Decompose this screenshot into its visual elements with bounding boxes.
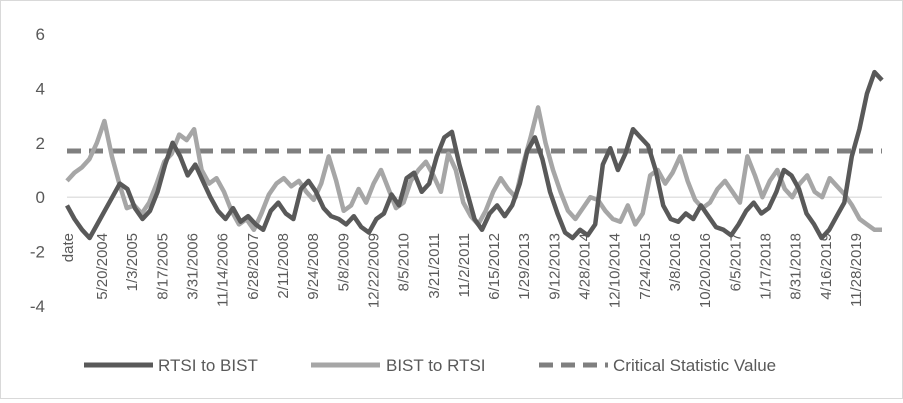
- x-tick-label: 6/5/2017: [727, 233, 744, 291]
- x-tick-label: 8/17/2005: [154, 233, 171, 300]
- y-tick-label: 6: [36, 25, 45, 44]
- x-tick-label: 11/14/2006: [215, 233, 232, 307]
- y-tick-label: -2: [30, 243, 45, 262]
- legend-label: Critical Statistic Value: [613, 356, 776, 375]
- series-line-rtsi-to-bist: [65, 69, 884, 241]
- x-tick-label: 9/24/2008: [305, 233, 322, 300]
- legend: RTSI to BIST BIST to RTSI Critical Statist…: [84, 356, 776, 375]
- x-tick-label: 10/20/2016: [697, 233, 714, 308]
- y-tick-label: -4: [30, 297, 45, 316]
- x-tick-label: 6/28/2007: [245, 233, 262, 300]
- x-tick-label: 3/21/2011: [426, 233, 443, 299]
- y-axis: -4 -2 0 2 4 6: [30, 25, 45, 316]
- x-tick-label: 1/17/2018: [758, 233, 775, 300]
- x-tick-label: 2/11/2008: [275, 233, 292, 299]
- x-tick-label: 12/10/2014: [607, 233, 624, 308]
- x-tick-label: 11/2/2011: [456, 233, 473, 298]
- x-tick-label: 9/12/2013: [546, 233, 563, 300]
- x-tick-label: 7/24/2015: [637, 233, 654, 300]
- x-tick-label: 5/20/2004: [94, 233, 111, 300]
- x-tick-label: 1/29/2013: [516, 233, 533, 300]
- x-tick-label: 12/22/2009: [365, 233, 382, 308]
- x-tick-label: 3/8/2016: [667, 233, 684, 291]
- legend-label: BIST to RTSI: [386, 356, 486, 375]
- x-tick-label: 4/28/2014: [577, 233, 594, 300]
- x-tick-label: 1/3/2005: [124, 233, 141, 291]
- y-tick-label: 2: [36, 134, 45, 153]
- y-tick-label: 0: [36, 188, 45, 207]
- x-axis: date 5/20/2004 1/3/2005 8/17/2005 3/31/2006 1…: [60, 233, 865, 308]
- y-tick-label: 4: [36, 79, 45, 98]
- x-tick-label: 11/28/2019: [848, 233, 865, 307]
- x-tick-label-first: date: [60, 233, 77, 262]
- x-tick-label: 3/31/2006: [185, 233, 202, 300]
- x-tick-label: 6/15/2012: [486, 233, 503, 300]
- x-tick-label: 4/16/2019: [818, 233, 835, 300]
- legend-label: RTSI to BIST: [158, 356, 258, 375]
- x-tick-label: 8/5/2010: [396, 233, 413, 291]
- x-tick-label: 5/8/2009: [335, 233, 352, 291]
- x-tick-label: 8/31/2018: [788, 233, 805, 300]
